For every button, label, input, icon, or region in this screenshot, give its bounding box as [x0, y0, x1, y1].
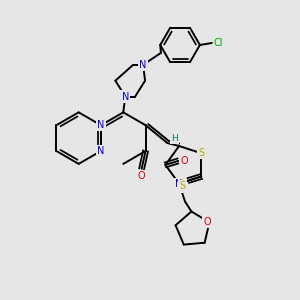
Text: O: O	[204, 217, 211, 227]
Text: O: O	[138, 171, 146, 181]
Text: N: N	[97, 146, 105, 156]
Text: S: S	[198, 148, 204, 158]
Text: N: N	[140, 60, 147, 70]
Text: N: N	[122, 92, 129, 101]
Text: Cl: Cl	[214, 38, 224, 48]
Text: N: N	[97, 120, 105, 130]
Text: O: O	[180, 156, 188, 166]
Text: H: H	[171, 134, 178, 142]
Text: N: N	[176, 179, 183, 189]
Text: S: S	[179, 182, 185, 191]
